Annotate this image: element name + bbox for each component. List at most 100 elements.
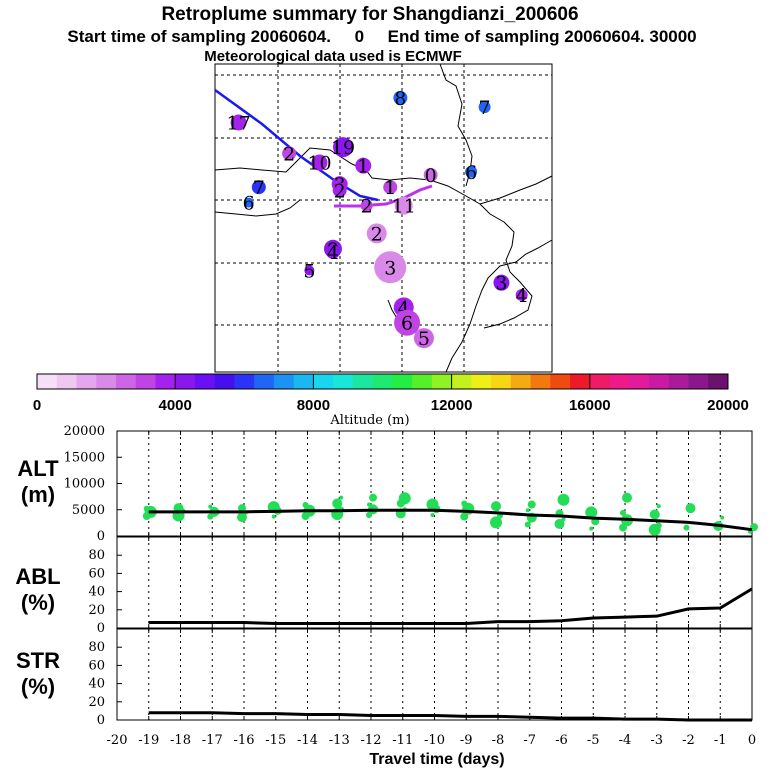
plume-point: 3 xyxy=(493,273,510,295)
x-tick-label: -2 xyxy=(682,733,695,748)
plume-day-label: 2 xyxy=(334,180,346,202)
plume-day-label: 10 xyxy=(307,153,331,175)
plume-day-label: 17 xyxy=(226,113,250,135)
altitude-scatter-point xyxy=(369,493,377,502)
x-tick-label: -6 xyxy=(555,733,568,748)
x-tick-label: -8 xyxy=(492,733,505,748)
altitude-scatter-point xyxy=(656,504,661,509)
plume-day-label: 2 xyxy=(371,223,383,245)
colorbar-segment xyxy=(333,374,354,389)
alt-label-line2: (m) xyxy=(21,482,55,507)
y-tick-label: 0 xyxy=(97,713,105,728)
altitude-scatter-point xyxy=(271,514,276,519)
x-tick-label: -9 xyxy=(460,733,473,748)
colorbar-segment xyxy=(115,374,137,389)
altitude-scatter-point xyxy=(554,518,565,529)
plume-circle xyxy=(515,289,528,301)
plume-point: 7 xyxy=(251,177,266,199)
colorbar-tick-label: 0 xyxy=(33,397,41,414)
colorbar-segment xyxy=(570,374,591,389)
plume-point: 10 xyxy=(307,153,331,175)
x-tick-label: -12 xyxy=(361,733,382,748)
plume-point: 2 xyxy=(366,223,387,245)
plume-day-label: 7 xyxy=(253,177,265,199)
colorbar-tick-label: 20000 xyxy=(707,397,749,414)
altitude-scatter-point xyxy=(302,502,309,509)
y-tick-label: 20 xyxy=(88,695,105,710)
colorbar-segment xyxy=(609,374,630,389)
colorbar-tick-label: 8000 xyxy=(297,397,330,414)
series-line xyxy=(148,587,753,625)
colorbar-segment xyxy=(273,374,295,389)
x-tick-label: -13 xyxy=(329,733,350,748)
altitude-colorbar: 0 4000 8000 12000 16000 20000 xyxy=(33,373,749,414)
plume-circle xyxy=(311,154,328,171)
x-tick-label: -7 xyxy=(523,733,536,748)
plume-day-label: 5 xyxy=(418,328,430,350)
plume-circle xyxy=(243,197,254,208)
plume-day-label: 3 xyxy=(495,273,507,295)
x-tick-label: -14 xyxy=(297,733,318,748)
altitude-scatter-point xyxy=(585,506,598,519)
plume-point: 2 xyxy=(332,180,347,202)
y-tick-label: 0 xyxy=(97,529,105,544)
plume-day-label: 4 xyxy=(327,242,339,264)
plume-point: 8 xyxy=(393,88,408,110)
x-tick-label: -3 xyxy=(650,733,663,748)
plume-point: 6 xyxy=(394,309,421,336)
colorbar-segment xyxy=(37,374,58,389)
altitude-scatter-point xyxy=(720,515,725,520)
plume-point: 17 xyxy=(226,113,250,135)
altitude-scatter-point xyxy=(683,524,690,531)
plume-point: 0 xyxy=(423,165,438,187)
altitude-scatter-point xyxy=(561,517,566,522)
colorbar-axis-label: Altitude (m) xyxy=(329,413,409,428)
y-tick-label: 15000 xyxy=(64,450,105,465)
plume-circle xyxy=(413,328,434,349)
x-tick-label: -17 xyxy=(202,733,223,748)
colorbar-segment xyxy=(708,374,729,389)
y-tick-label: 10000 xyxy=(64,477,105,492)
colorbar-segment xyxy=(491,374,512,389)
altitude-scatter-point xyxy=(237,512,247,523)
altitude-scatter-point xyxy=(525,508,530,513)
colorbar-segment xyxy=(431,374,453,389)
plume-point: 1 xyxy=(355,156,372,178)
y-tick-label: 20000 xyxy=(64,424,105,439)
plume-circle xyxy=(465,165,478,178)
altitude-scatter-point xyxy=(367,502,371,507)
x-axis-label: Travel time (days) xyxy=(369,751,504,768)
altitude-scatter-point xyxy=(490,516,502,529)
y-tick-label: 40 xyxy=(88,585,105,600)
colorbar-segment xyxy=(135,374,156,389)
plume-circle xyxy=(333,137,354,158)
altitude-scatter-point xyxy=(339,495,344,500)
plume-circle xyxy=(304,265,315,276)
map-panel: 871719210106763212112945334465 xyxy=(214,63,553,373)
x-tick-label: 0 xyxy=(748,733,756,748)
plume-point: 7 xyxy=(479,97,491,119)
colorbar-segment xyxy=(668,374,690,389)
colorbar-segment xyxy=(194,374,216,389)
colorbar-segment xyxy=(214,374,235,389)
altitude-scatter-point xyxy=(557,493,570,506)
abl-label-line1: ABL xyxy=(15,564,60,589)
met-data-source: Meteorological data used is ECMWF xyxy=(204,48,462,65)
altitude-scatter-point xyxy=(491,501,501,512)
x-tick-label: -15 xyxy=(265,733,286,748)
plume-day-label: 7 xyxy=(479,97,491,119)
colorbar-segment xyxy=(56,374,77,389)
plume-circle xyxy=(251,180,266,195)
plume-circle xyxy=(383,180,398,195)
x-tick-label: -18 xyxy=(170,733,191,748)
altitude-scatter-point xyxy=(430,513,435,517)
x-tick-label: -20 xyxy=(107,733,128,748)
plume-circle xyxy=(394,309,421,336)
trajectory-magenta xyxy=(334,184,433,208)
colorbar-segment xyxy=(471,374,492,389)
series-line xyxy=(148,508,753,532)
colorbar-segment xyxy=(293,374,314,389)
plume-day-label: 19 xyxy=(331,137,355,159)
colorbar-segment xyxy=(96,374,117,389)
